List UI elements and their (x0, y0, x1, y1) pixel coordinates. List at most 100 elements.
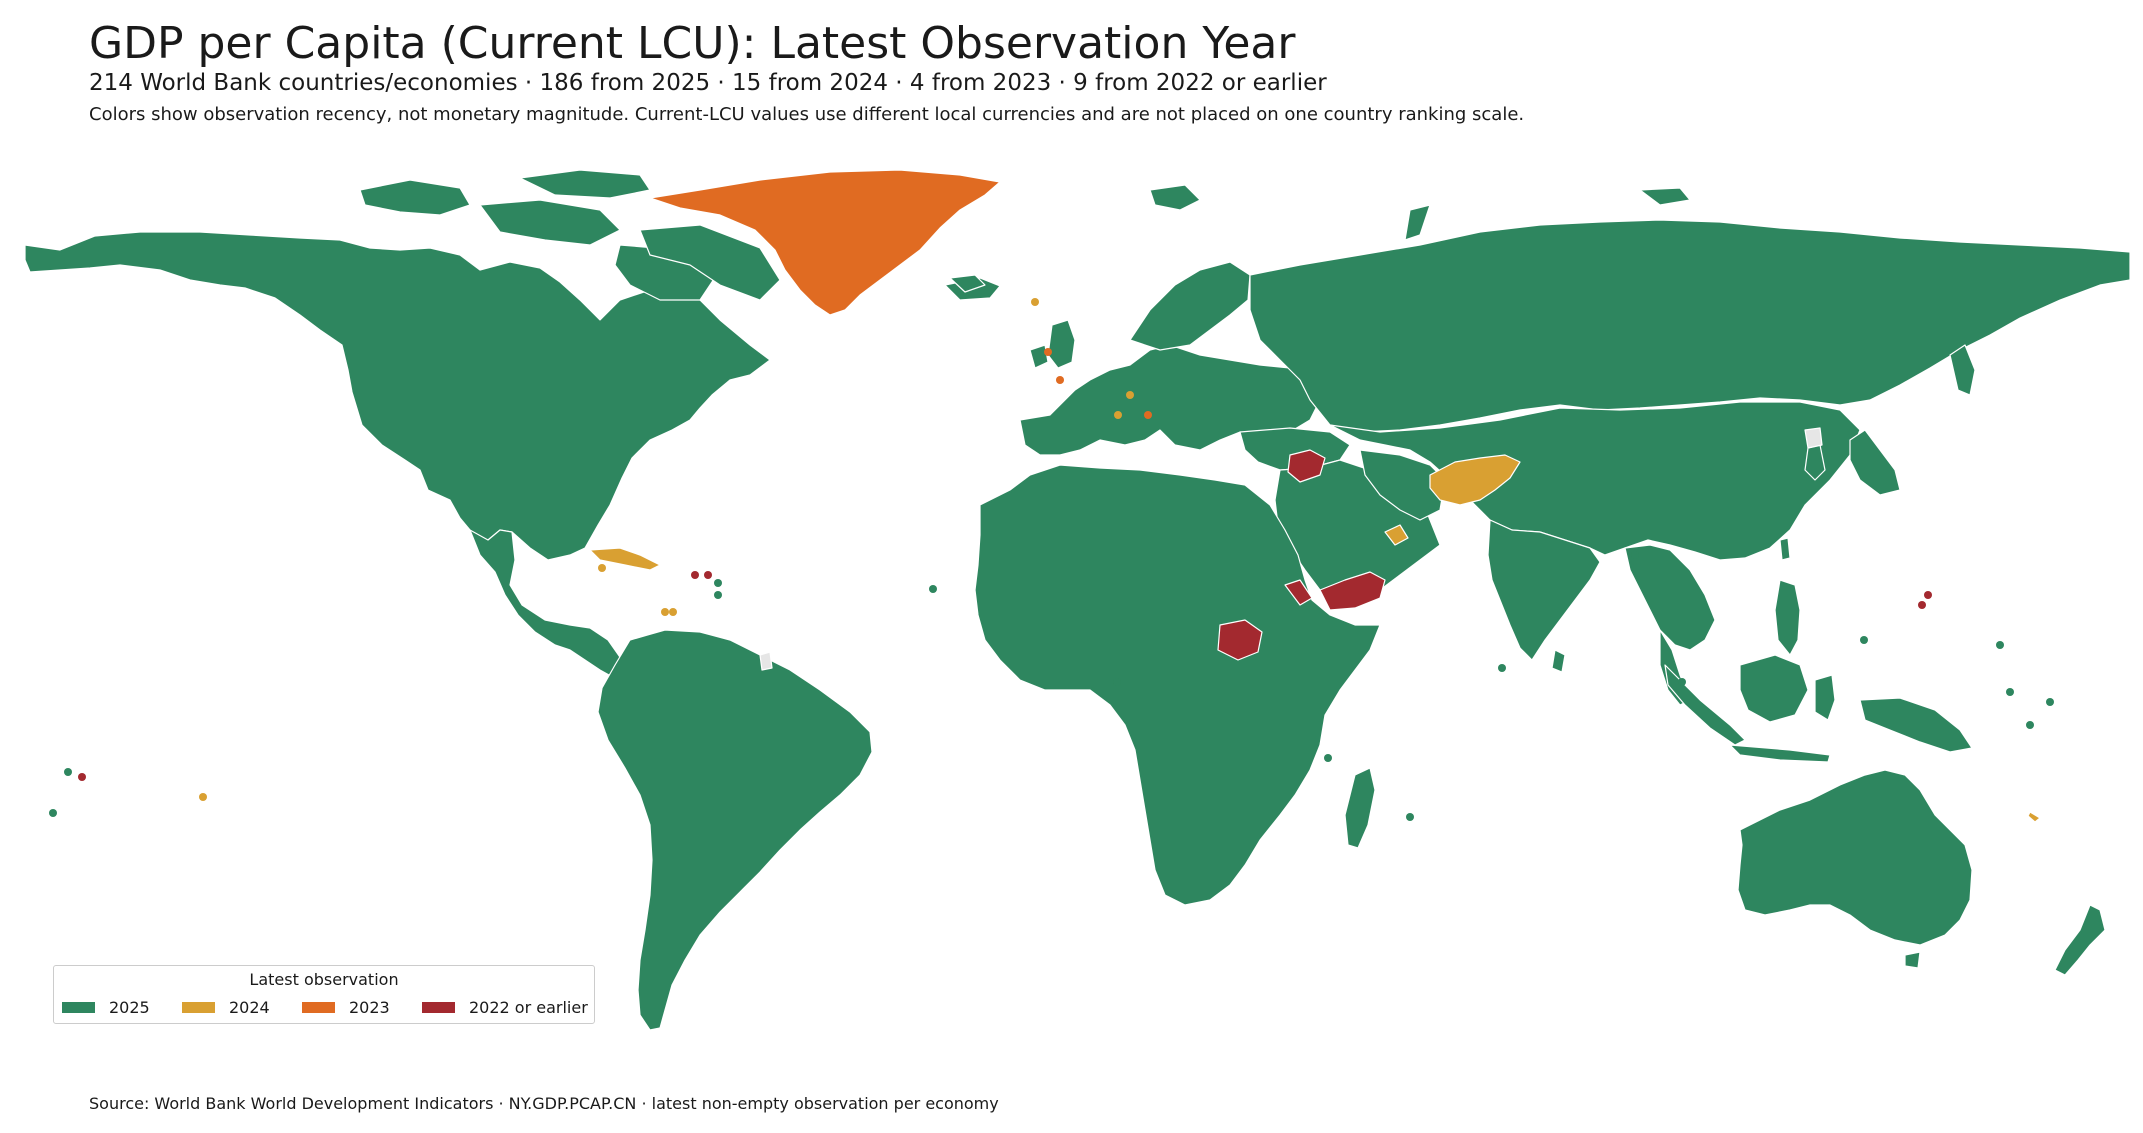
french-guiana (759, 651, 773, 671)
ireland (1029, 344, 1049, 369)
legend-swatch (302, 1001, 335, 1013)
new-guinea (1859, 697, 1973, 753)
map-note: Colors show observation recency, not mon… (89, 104, 1525, 125)
region-2025 (24, 169, 2131, 1031)
sakhalin (1949, 344, 1976, 396)
syria (1287, 449, 1326, 483)
marker-2024 (1114, 411, 1122, 419)
legend-swatch (182, 1001, 215, 1013)
australia (1737, 769, 1973, 946)
marker-2025 (1113, 678, 1121, 686)
marker-2022 (1918, 601, 1926, 609)
eritrea (1284, 579, 1313, 606)
map-title: GDP per Capita (Current LCU): Latest Obs… (89, 18, 1296, 69)
marker-2024 (1126, 391, 1134, 399)
tasmania (1904, 951, 1921, 969)
greenland-east-islands (949, 274, 986, 293)
new-zealand (2054, 904, 2106, 976)
russia (1249, 219, 2131, 433)
uae (1384, 524, 1409, 546)
baffin-island (639, 224, 781, 301)
legend-label: 2024 (229, 997, 270, 1017)
south-america (597, 629, 873, 1031)
marker-2024 (598, 564, 606, 572)
cuba (589, 547, 661, 571)
region-no-data (759, 427, 1823, 671)
north-america (24, 231, 771, 561)
map-legend: Latest observation 2025 2024 2023 2022 o… (53, 965, 595, 1024)
source-note: Source: World Bank World Development Ind… (89, 1094, 999, 1113)
sumatra (1664, 664, 1746, 746)
africa (974, 464, 1381, 906)
yemen (1319, 571, 1386, 611)
marker-2022 (704, 571, 712, 579)
arctic-islands-1 (359, 179, 471, 216)
world-map (24, 169, 2131, 1031)
marker-2025 (1324, 754, 1332, 762)
small-economy-markers (49, 298, 2054, 821)
marker-2022 (1924, 591, 1932, 599)
legend-label: 2023 (349, 997, 390, 1017)
marker-2024 (199, 793, 207, 801)
marker-2025 (1996, 641, 2004, 649)
marker-2024 (661, 608, 669, 616)
greenland (649, 169, 1001, 316)
legend-item-2025: 2025 (62, 997, 150, 1017)
marker-2023 (1144, 411, 1152, 419)
scandinavia (1129, 261, 1251, 351)
europe (1019, 344, 1321, 456)
novaya-zemlya (1404, 204, 1431, 241)
marker-2025 (714, 591, 722, 599)
java (1729, 744, 1831, 763)
new-caledonia (2027, 811, 2041, 823)
taiwan (1779, 537, 1791, 561)
marker-2023 (1044, 348, 1052, 356)
legend-label: 2025 (109, 997, 150, 1017)
legend-swatch (62, 1001, 95, 1013)
madagascar (1344, 767, 1376, 849)
siberian-islands (1639, 187, 1691, 206)
marker-2025 (1406, 813, 1414, 821)
marker-2025 (1498, 664, 1506, 672)
legend-item-2024: 2024 (182, 997, 270, 1017)
marker-2025 (2006, 688, 2014, 696)
region-2024 (589, 454, 2041, 823)
legend-swatch (422, 1001, 455, 1013)
philippines (1774, 579, 1801, 656)
marker-2025 (929, 585, 937, 593)
arctic-islands-3 (519, 169, 651, 199)
marker-2025 (49, 809, 57, 817)
marker-2025 (1860, 636, 1868, 644)
south-sudan (1217, 619, 1263, 661)
marker-2022 (691, 571, 699, 579)
japan (1849, 429, 1901, 496)
region-2023 (649, 169, 1001, 316)
afghanistan (1429, 454, 1521, 506)
marker-2023 (1056, 376, 1064, 384)
arctic-islands-2 (479, 199, 621, 246)
uk (1047, 319, 1076, 369)
marker-2025 (714, 579, 722, 587)
legend-title: Latest observation (249, 970, 399, 989)
southeast-asia (1624, 544, 1716, 651)
india (1487, 519, 1601, 661)
marker-2024 (1031, 298, 1039, 306)
borneo (1739, 654, 1809, 723)
legend-label: 2022 or earlier (469, 997, 588, 1017)
marker-2025 (1678, 678, 1686, 686)
marker-2022 (78, 773, 86, 781)
marker-2025 (2046, 698, 2054, 706)
legend-item-2023: 2023 (302, 997, 390, 1017)
marker-2024 (669, 608, 677, 616)
marker-2025 (64, 768, 72, 776)
iran (1359, 449, 1446, 521)
svalbard (1149, 184, 1201, 211)
sri-lanka (1551, 649, 1566, 673)
region-2022-or-earlier (1217, 449, 1386, 661)
marker-2025 (1631, 551, 1639, 559)
sulawesi (1814, 674, 1836, 721)
map-subtitle: 214 World Bank countries/economies · 186… (89, 70, 1327, 96)
marker-2025 (2026, 721, 2034, 729)
north-korea (1804, 427, 1823, 449)
legend-item-2022-or-earlier: 2022 or earlier (422, 997, 588, 1017)
